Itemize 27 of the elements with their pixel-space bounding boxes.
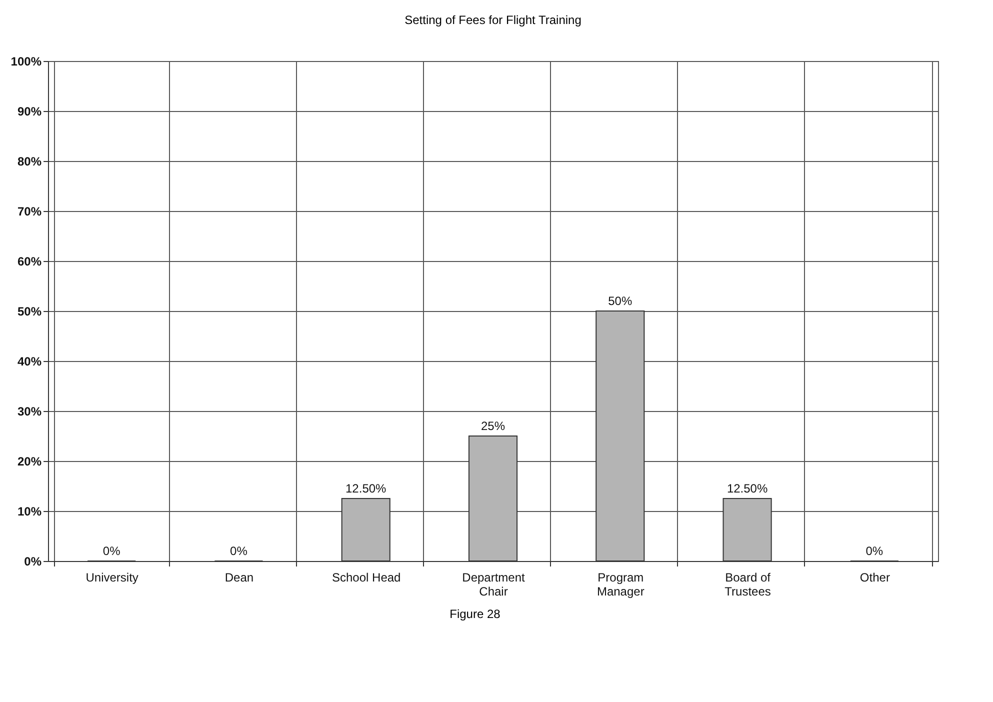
x-tick-label: Other — [860, 570, 890, 584]
y-tick-label: 60% — [17, 254, 42, 268]
data-label: 12.50% — [346, 482, 387, 496]
chart-title: Setting of Fees for Flight Training — [404, 13, 582, 27]
y-tick-label: 50% — [17, 304, 42, 318]
x-tick-label: School Head — [332, 570, 401, 584]
data-label: 0% — [866, 544, 884, 558]
y-tick-label: 100% — [10, 54, 42, 68]
data-label: 12.50% — [726, 482, 768, 496]
y-tick-label: 0% — [24, 554, 42, 568]
x-tick-label: Program Manager — [596, 570, 644, 598]
x-tick-label: Dean — [224, 570, 254, 584]
data-label: 25% — [480, 419, 506, 433]
x-tick-label: Board of Trustees — [724, 570, 772, 598]
x-tick-label: Department Chair — [462, 570, 526, 598]
data-label: 50% — [608, 294, 632, 308]
caption: Figure 28 — [448, 607, 502, 621]
y-tick-label: 40% — [17, 354, 42, 368]
data-label: 0% — [102, 544, 121, 558]
x-tick-label: University — [86, 570, 138, 584]
y-tick-label: 80% — [17, 154, 42, 168]
data-label: 0% — [230, 544, 248, 558]
y-tick-label: 70% — [17, 204, 42, 218]
y-tick-label: 20% — [17, 454, 42, 468]
y-tick-label: 90% — [17, 104, 42, 118]
y-tick-label: 30% — [17, 404, 42, 418]
y-tick-label: 10% — [17, 504, 42, 518]
